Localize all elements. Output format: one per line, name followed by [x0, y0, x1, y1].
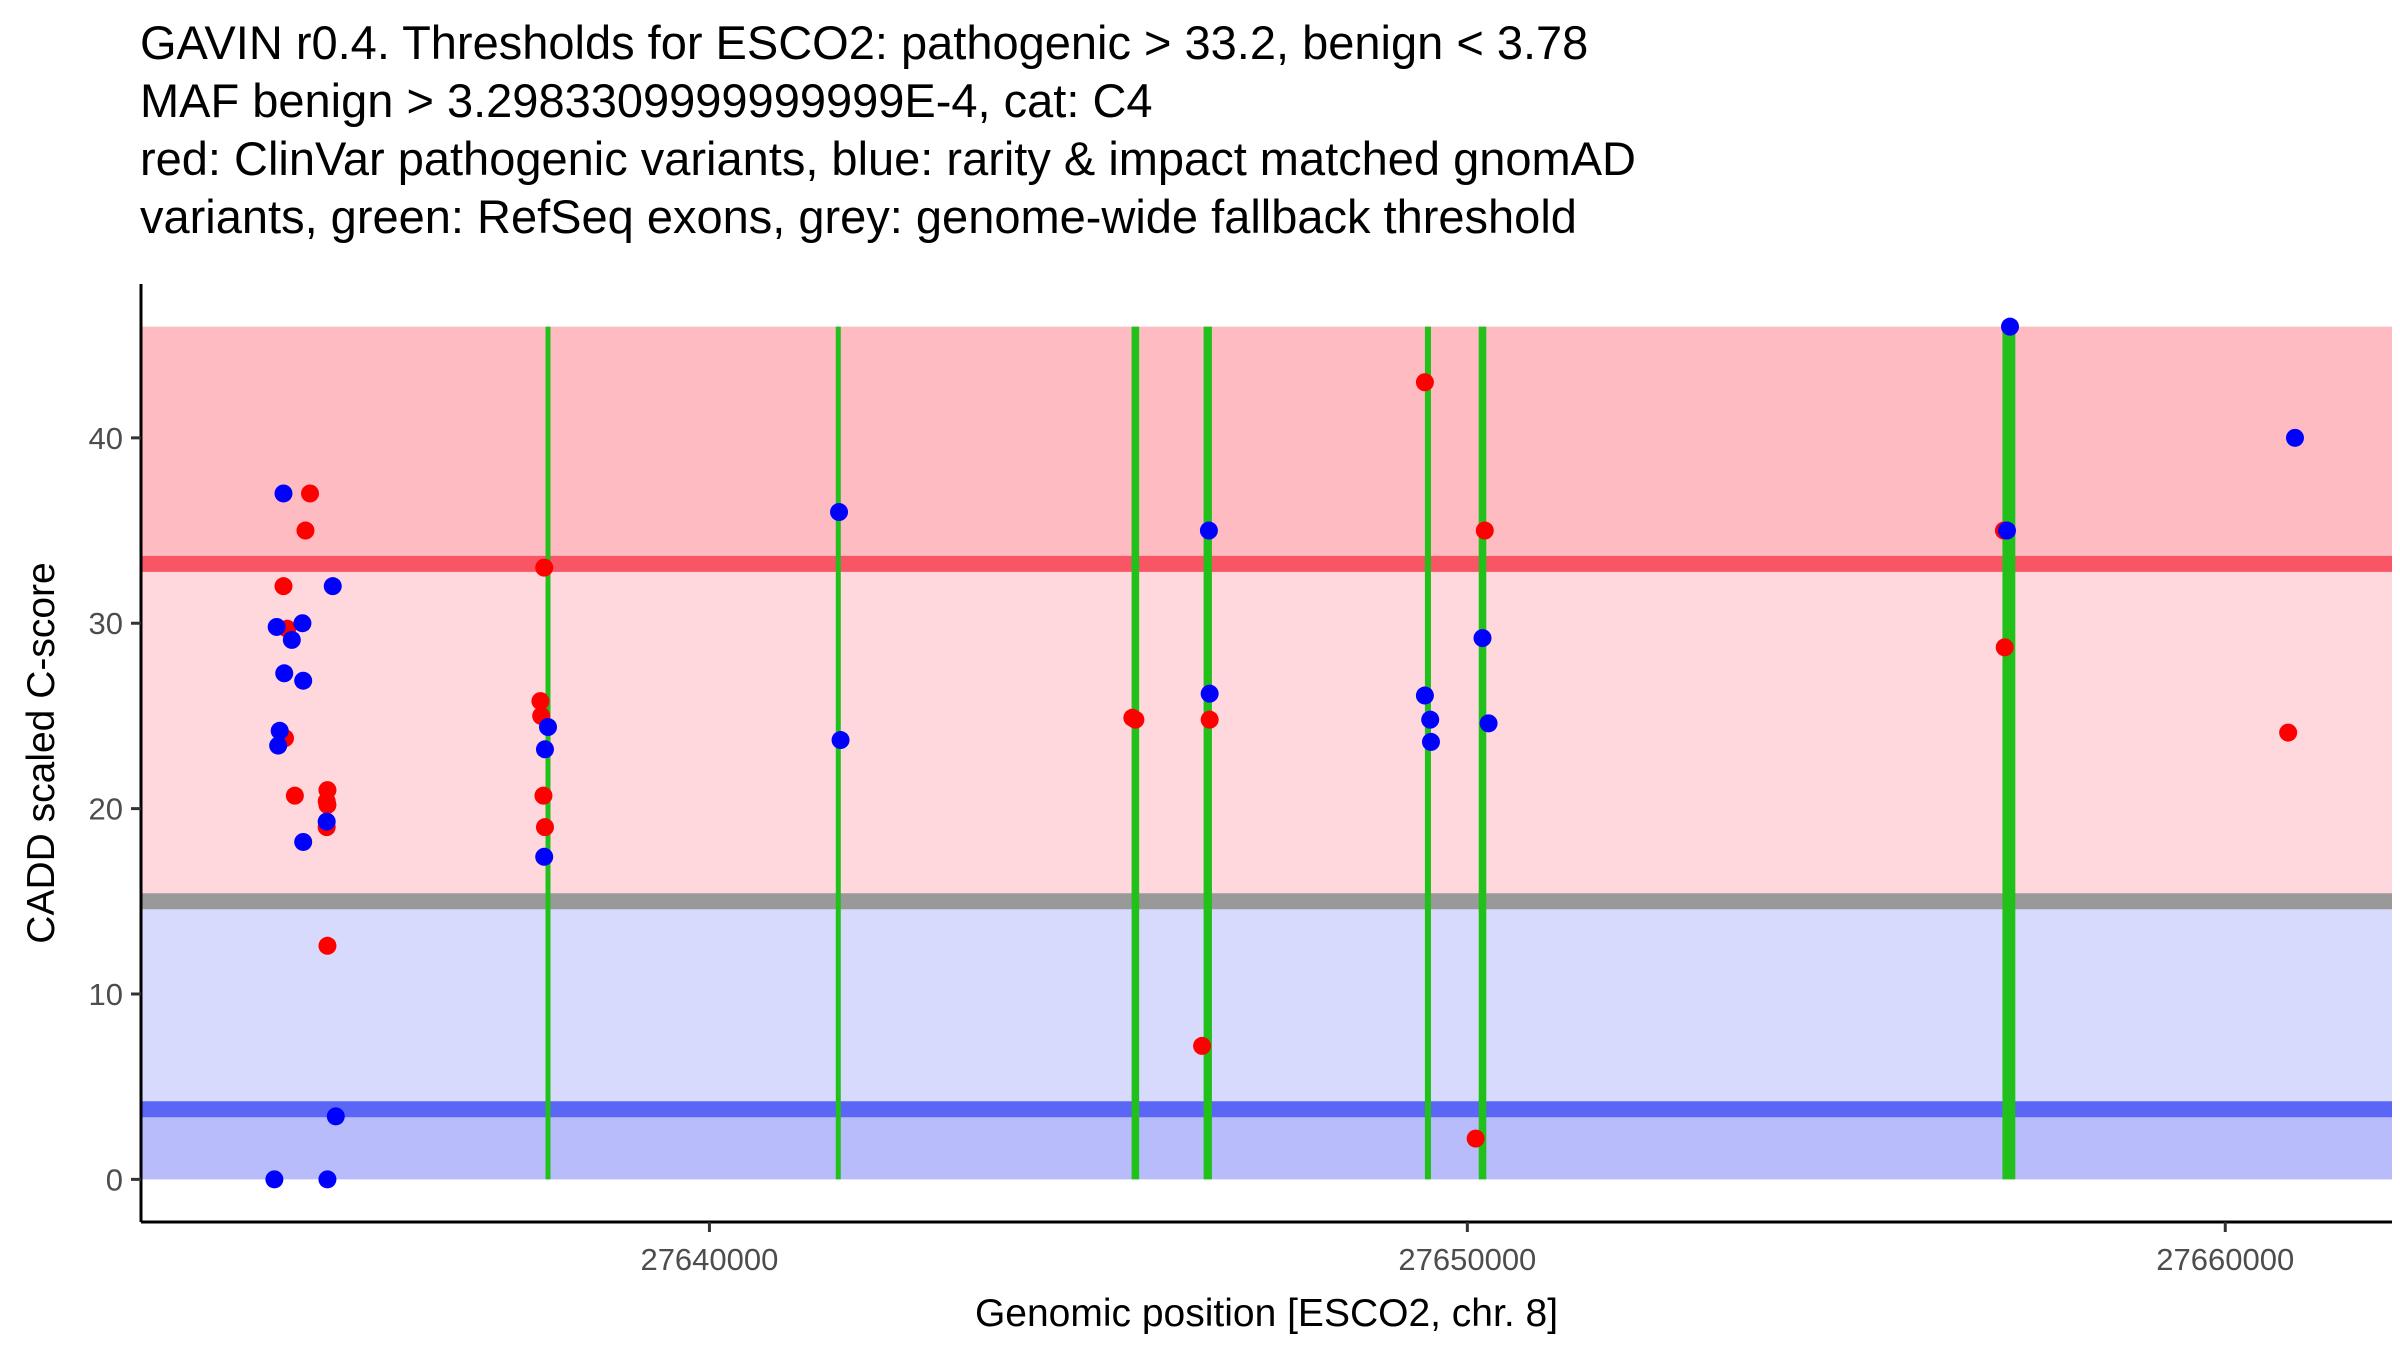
axes: [139, 284, 2392, 1224]
clinvar-point: [1475, 521, 1494, 540]
gnomad-point: [275, 664, 294, 683]
y-tick-label: 20: [89, 792, 123, 827]
exon-4: [1203, 326, 1212, 1180]
exon-2: [835, 326, 841, 1180]
exon-6: [1478, 326, 1487, 1180]
x-tick-label: 27650000: [1398, 1242, 1536, 1277]
x-axis-title: Genomic position [ESCO2, chr. 8]: [975, 1292, 1558, 1335]
clinvar-point: [296, 521, 315, 540]
clinvar-point: [274, 577, 293, 596]
gnomad-point: [274, 484, 293, 503]
gnomad-point: [2285, 428, 2304, 447]
gnomad-point: [830, 503, 849, 522]
gnomad-point: [1473, 629, 1492, 648]
variant-points: [265, 317, 2304, 1189]
gnomad-point: [294, 671, 313, 690]
pathogenic-region: [141, 326, 2392, 564]
exon-5: [1424, 326, 1431, 1180]
gnomad-point: [317, 812, 336, 831]
benign-region-lower: [141, 1109, 2392, 1180]
axis-ticks: 27640000 27650000 27660000 0 10 20 30 40: [89, 421, 2295, 1277]
clinvar-point: [535, 558, 554, 577]
threshold-bands: [141, 326, 2392, 1180]
clinvar-point: [535, 818, 554, 837]
clinvar-point: [318, 795, 337, 814]
title-line-3: red: ClinVar pathogenic variants, blue: …: [140, 132, 1636, 185]
clinvar-point: [1126, 710, 1145, 729]
clinvar-point: [1415, 373, 1434, 392]
benign-region-upper: [141, 901, 2392, 1110]
gnomad-point: [538, 718, 557, 737]
chart-title: GAVIN r0.4. Thresholds for ESCO2: pathog…: [140, 14, 2380, 246]
gnomad-point: [831, 731, 850, 750]
gnomad-point: [293, 614, 312, 633]
gnomad-point: [1415, 686, 1434, 705]
gnomad-point: [1199, 521, 1218, 540]
gnomad-point: [1479, 714, 1498, 733]
gnomad-point: [1421, 710, 1440, 729]
gnomad-point: [535, 847, 554, 866]
gnomad-point: [270, 721, 289, 740]
gnomad-point: [1200, 684, 1219, 703]
gnomad-point: [294, 832, 313, 851]
gnomad-point: [326, 1107, 345, 1126]
clinvar-point: [301, 484, 320, 503]
clinvar-point: [2279, 723, 2298, 742]
y-tick-label: 30: [89, 606, 123, 641]
clinvar-point: [318, 936, 337, 955]
gnomad-point: [535, 740, 554, 759]
gnomad-point: [269, 736, 288, 755]
exon-7: [2002, 326, 2016, 1180]
clinvar-point: [1200, 710, 1219, 729]
x-tick-label: 27640000: [640, 1242, 778, 1277]
y-tick-label: 10: [89, 977, 123, 1012]
gnomad-point: [1997, 521, 2016, 540]
clinvar-point: [534, 786, 553, 805]
y-tick-label: 40: [89, 421, 123, 456]
clinvar-point: [1995, 638, 2014, 657]
y-axis-title: CADD scaled C-score: [20, 562, 63, 943]
gnomad-point: [323, 577, 342, 596]
clinvar-point: [1466, 1129, 1485, 1148]
clinvar-point: [1193, 1036, 1212, 1055]
threshold-lines: [141, 555, 2392, 1118]
gnomad-point: [1421, 732, 1440, 751]
gnomad-point: [2001, 317, 2020, 336]
title-line-4: variants, green: RefSeq exons, grey: gen…: [140, 190, 1577, 243]
exon-3: [1131, 326, 1140, 1180]
y-tick-label: 0: [106, 1162, 123, 1197]
gnomad-point: [265, 1170, 284, 1189]
title-line-2: MAF benign > 3.2983309999999999E-4, cat:…: [140, 74, 1153, 127]
clinvar-point: [531, 692, 550, 711]
title-line-1: GAVIN r0.4. Thresholds for ESCO2: pathog…: [140, 16, 1589, 69]
vus-region: [141, 563, 2392, 902]
x-tick-label: 27660000: [2156, 1242, 2294, 1277]
gnomad-point: [282, 630, 301, 649]
gnomad-point: [267, 617, 286, 636]
clinvar-point: [285, 786, 304, 805]
gnomad-point: [318, 1170, 337, 1189]
